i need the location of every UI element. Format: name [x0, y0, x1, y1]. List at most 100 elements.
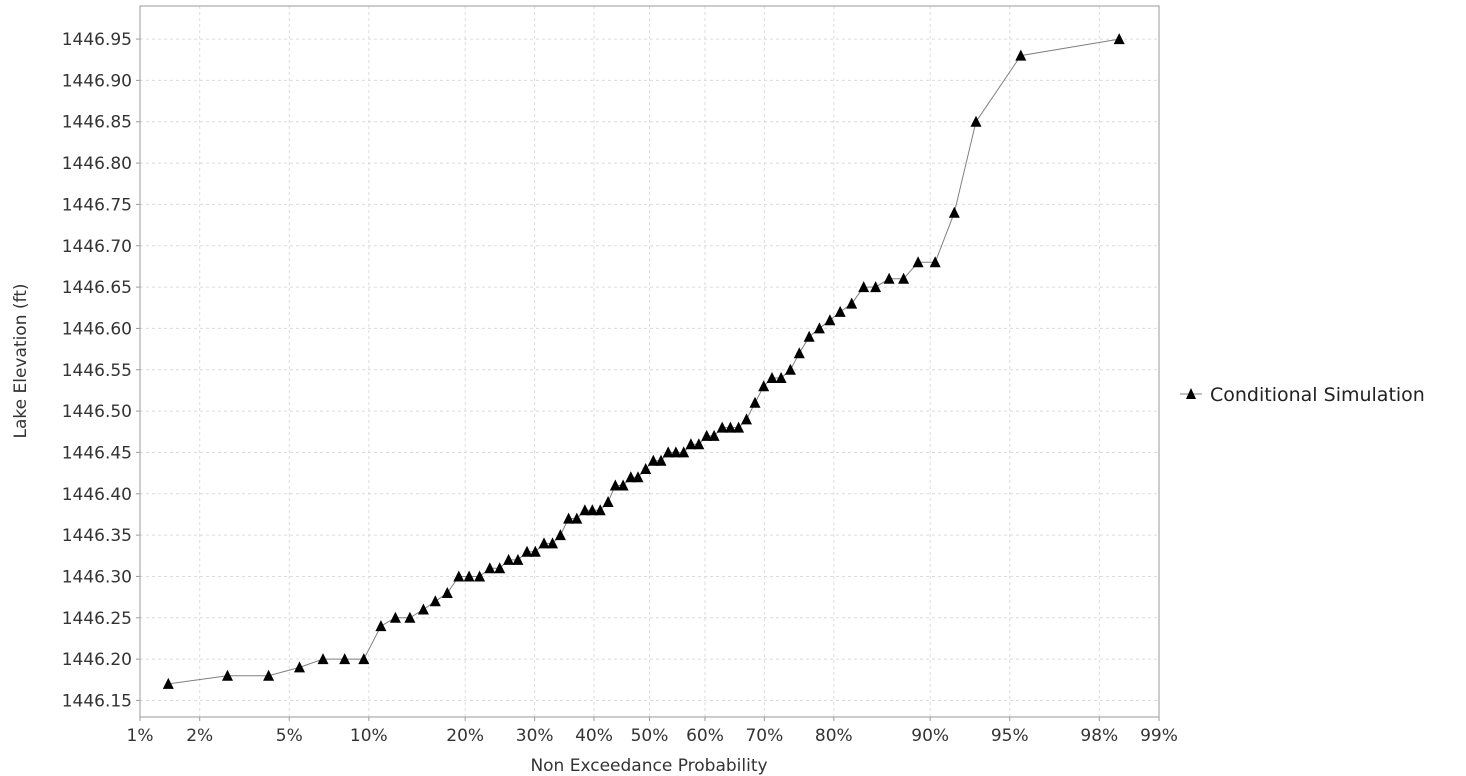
data-point-triangle [474, 570, 486, 582]
data-point-triangle [716, 421, 728, 433]
data-point-triangle [503, 553, 515, 565]
data-point-triangle [586, 504, 598, 516]
data-point-triangle [929, 256, 941, 268]
x-tick-label: 70% [745, 726, 783, 746]
data-point-triangle [858, 281, 870, 293]
data-point-triangle [263, 669, 275, 681]
data-point-triangle [883, 272, 895, 284]
data-point-triangle [375, 620, 387, 632]
data-point-triangle [222, 669, 233, 681]
data-point-triangle [1113, 33, 1125, 45]
data-point-triangle [741, 413, 752, 425]
y-tick-label: 1446.20 [62, 650, 132, 670]
data-point-triangle [640, 463, 652, 474]
data-point-triangle [463, 570, 475, 582]
data-point-triangle [749, 396, 761, 408]
data-point-triangle [870, 281, 882, 293]
data-point-triangle [775, 372, 787, 383]
data-point-triangle [441, 587, 453, 598]
y-tick-label: 1446.25 [62, 609, 132, 629]
data-point-triangle [521, 545, 533, 557]
data-point-triangle [358, 653, 370, 665]
data-point-triangle [670, 446, 682, 458]
x-tick-label: 80% [815, 726, 853, 746]
data-point-triangle [724, 421, 736, 433]
data-point-triangle [554, 529, 566, 541]
y-tick-label: 1446.50 [62, 402, 132, 422]
y-tick-label: 1446.95 [62, 30, 132, 50]
data-point-triangle [1015, 49, 1027, 61]
data-point-triangle [294, 661, 305, 673]
x-tick-label: 98% [1080, 726, 1118, 746]
data-point-triangle [602, 496, 614, 507]
x-tick-label: 2% [186, 726, 213, 746]
x-tick-label: 30% [516, 726, 554, 746]
data-point-triangle [404, 611, 416, 623]
data-point-triangle [912, 256, 924, 268]
data-point-triangle [766, 372, 778, 383]
data-point-triangle [948, 206, 960, 218]
data-point-triangle [547, 537, 558, 549]
y-tick-label: 1446.30 [62, 567, 132, 587]
data-point-triangle [733, 421, 745, 433]
x-tick-label: 10% [350, 726, 388, 746]
x-tick-label: 40% [575, 726, 613, 746]
x-tick-label: 5% [276, 726, 303, 746]
legend-triangle-marker [1186, 388, 1196, 399]
y-tick-label: 1446.65 [62, 278, 132, 298]
y-axis-title: Lake Elevation (ft) [11, 284, 31, 439]
x-tick-label: 90% [911, 726, 949, 746]
y-tick-label: 1446.40 [62, 485, 132, 505]
y-tick-label: 1446.70 [62, 237, 132, 257]
data-point-triangle [339, 653, 351, 665]
legend: Conditional Simulation [1180, 384, 1425, 406]
legend-label: Conditional Simulation [1210, 384, 1425, 406]
y-tick-label: 1446.15 [62, 691, 132, 711]
data-point-triangle [571, 512, 583, 524]
x-axis-title: Non Exceedance Probability [530, 756, 767, 776]
y-tick-label: 1446.60 [62, 319, 132, 339]
x-tick-label: 95% [991, 726, 1029, 746]
data-point-triangle [693, 438, 705, 450]
x-tick-label: 60% [686, 726, 724, 746]
y-axis-ticks: 1446.15 1446.20 1446.25 1446.30 1446.35 1446.… [62, 30, 140, 711]
data-point-triangle [708, 429, 720, 441]
data-point-triangle [647, 454, 659, 466]
data-point-triangle [758, 380, 770, 392]
data-point-triangle [803, 330, 815, 342]
data-point-triangle [662, 446, 674, 458]
data-point-triangle [609, 479, 621, 491]
data-point-triangle [701, 429, 713, 441]
x-tick-label: 1% [127, 726, 154, 746]
data-point-triangle [512, 553, 524, 565]
y-tick-label: 1446.45 [62, 443, 132, 463]
data-point-triangle [793, 347, 805, 359]
y-tick-label: 1446.85 [62, 113, 132, 133]
x-tick-label: 50% [631, 726, 669, 746]
data-point-triangle [784, 363, 796, 375]
data-point-triangle [625, 471, 637, 483]
data-point-triangle [317, 653, 329, 665]
y-tick-label: 1446.55 [62, 361, 132, 381]
data-point-triangle [617, 479, 629, 491]
data-point-triangle [579, 504, 591, 516]
x-tick-label: 20% [446, 726, 484, 746]
data-point-triangle [453, 570, 465, 582]
y-tick-label: 1446.35 [62, 526, 132, 546]
data-point-triangle [417, 603, 429, 615]
data-point-triangle [389, 611, 401, 623]
data-point-triangle [846, 297, 858, 309]
data-point-triangle [824, 314, 836, 326]
data-point-triangle [834, 305, 846, 317]
data-point-triangle [655, 454, 667, 466]
data-point-triangle [494, 562, 506, 574]
data-point-triangle [538, 537, 550, 549]
data-point-triangle [632, 471, 644, 483]
y-tick-label: 1446.80 [62, 154, 132, 174]
data-point-triangle [813, 322, 825, 334]
x-tick-label: 99% [1140, 726, 1178, 746]
data-point-triangle [484, 562, 496, 574]
y-tick-label: 1446.75 [62, 195, 132, 215]
data-point-triangle [529, 545, 541, 557]
